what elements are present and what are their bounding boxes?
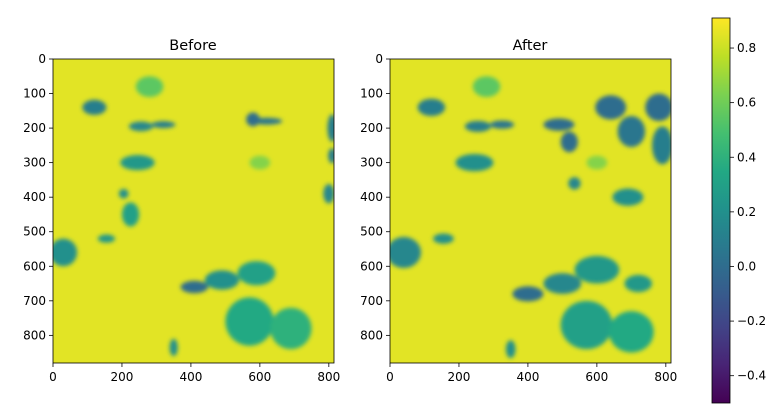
heatmap-region: [543, 118, 575, 131]
heatmap-region: [645, 93, 671, 122]
x-tick-label: 200: [448, 370, 471, 384]
y-tick-label: 600: [360, 259, 383, 273]
before-x-axis: 0 200 400 600 800: [49, 363, 340, 384]
heatmap-region: [135, 76, 164, 97]
after-x-axis: 0 200 400 600 800: [386, 363, 677, 384]
heatmap-region: [560, 300, 613, 350]
y-tick-label: 600: [23, 259, 46, 273]
colorbar: −0.4 −0.2 0.0 0.2 0.4 0.6 0.8: [711, 17, 766, 404]
x-tick-label: 800: [654, 370, 677, 384]
heatmap-region: [225, 297, 274, 346]
heatmap-region: [560, 131, 578, 153]
before-heatmap: [53, 59, 334, 363]
heatmap-region: [53, 238, 78, 267]
y-tick-label: 0: [375, 52, 383, 66]
after-plot-frame: [389, 58, 672, 364]
before-panel-title: Before: [169, 38, 216, 54]
heatmap-region: [652, 126, 671, 165]
colorbar-tick-label: −0.4: [737, 369, 766, 383]
colorbar-tick-label: 0.6: [737, 96, 756, 110]
heatmap-region: [323, 184, 334, 204]
heatmap-region: [595, 95, 627, 120]
after-panel: After 0 200 400 600 800 0 100 200 300 400 500 600 7…: [360, 38, 677, 384]
heatmap-region: [417, 98, 446, 116]
heatmap-region: [151, 121, 176, 129]
x-tick-label: 600: [248, 370, 271, 384]
heatmap-region: [328, 148, 334, 164]
heatmap-region: [246, 112, 260, 127]
heatmap-region: [118, 188, 129, 199]
before-panel: Before 0 200 400 600 800 0 100 200 300 400 500 600…: [23, 38, 340, 384]
x-tick-label: 400: [179, 370, 202, 384]
heatmap-region: [489, 120, 515, 129]
colorbar-ticks: −0.4 −0.2 0.0 0.2 0.4 0.6 0.8: [730, 41, 766, 383]
y-tick-label: 300: [23, 156, 46, 170]
colorbar-tick-label: 0.8: [737, 41, 756, 55]
heatmap-region: [543, 273, 582, 294]
heatmap-region: [121, 202, 140, 227]
heatmap-region: [82, 99, 107, 115]
colorbar-frame: [711, 17, 731, 404]
heatmap-region: [505, 340, 516, 359]
y-tick-label: 400: [360, 190, 383, 204]
y-tick-label: 200: [360, 121, 383, 135]
y-tick-label: 300: [360, 156, 383, 170]
colorbar-tick-label: −0.2: [737, 314, 766, 328]
x-tick-label: 800: [317, 370, 340, 384]
x-tick-label: 600: [585, 370, 608, 384]
y-tick-label: 400: [23, 190, 46, 204]
after-y-axis: 0 100 200 300 400 500 600 700 800: [360, 52, 390, 342]
after-panel-title: After: [513, 38, 548, 54]
colorbar-gradient: [712, 18, 730, 403]
y-tick-label: 500: [360, 225, 383, 239]
heatmap-region: [237, 261, 276, 286]
after-heatmap: [390, 59, 671, 363]
heatmap-region: [612, 188, 644, 206]
y-tick-label: 0: [38, 52, 46, 66]
heatmap-region: [624, 274, 653, 293]
heatmap-region: [617, 116, 646, 148]
heatmap-region: [97, 234, 116, 243]
heatmap-region: [128, 121, 153, 132]
y-tick-label: 800: [23, 328, 46, 342]
heatmap-region: [464, 120, 492, 132]
heatmap-region: [120, 155, 155, 171]
y-tick-label: 700: [360, 294, 383, 308]
x-tick-label: 0: [49, 370, 57, 384]
colorbar-tick-label: 0.0: [737, 259, 756, 273]
y-tick-label: 500: [23, 225, 46, 239]
heatmap-region: [512, 286, 544, 302]
y-tick-label: 700: [23, 294, 46, 308]
heatmap-region: [472, 76, 501, 97]
heatmap-region: [169, 338, 178, 357]
heatmap-region: [180, 280, 209, 294]
heatmap-region: [433, 233, 454, 244]
heatmap-region: [270, 307, 312, 350]
x-tick-label: 200: [111, 370, 134, 384]
colorbar-tick-label: 0.2: [737, 205, 756, 219]
colorbar-tick-label: 0.4: [737, 150, 756, 164]
y-tick-label: 800: [360, 328, 383, 342]
heatmap-region: [608, 311, 654, 353]
heatmap-region: [574, 255, 620, 284]
x-tick-label: 400: [516, 370, 539, 384]
heatmap-region: [327, 114, 334, 142]
heatmap-region: [204, 270, 240, 290]
heatmap-region: [390, 236, 422, 268]
heatmap-region: [249, 155, 271, 170]
heatmap-region: [586, 155, 608, 170]
y-tick-label: 100: [360, 87, 383, 101]
heatmap-region: [568, 177, 581, 190]
y-tick-label: 200: [23, 121, 46, 135]
x-tick-label: 0: [386, 370, 394, 384]
heatmap-region: [455, 154, 494, 172]
before-plot-frame: [52, 58, 335, 364]
y-tick-label: 100: [23, 87, 46, 101]
before-y-axis: 0 100 200 300 400 500 600 700 800: [23, 52, 53, 342]
